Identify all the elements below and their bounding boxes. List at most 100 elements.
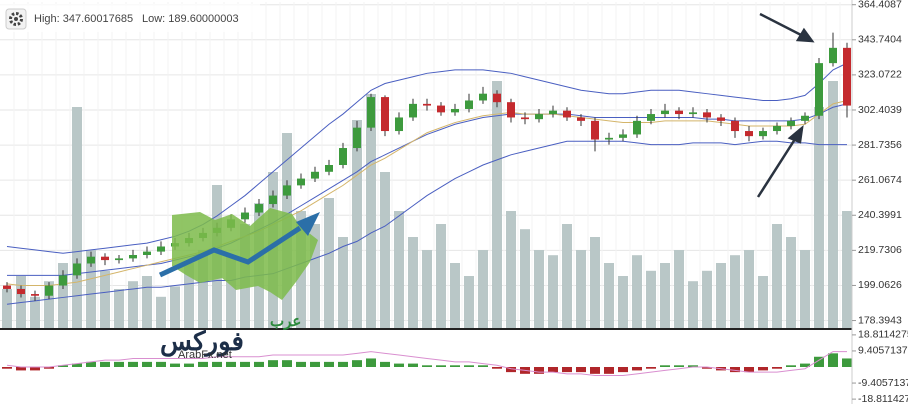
- candle-body: [297, 178, 305, 186]
- candle-body: [843, 47, 851, 106]
- macd-bar: [436, 365, 446, 367]
- candle-body: [689, 112, 697, 115]
- candle-body: [731, 120, 739, 132]
- volume-bar: [338, 237, 348, 328]
- y-tick-label: 261.0674: [858, 174, 902, 186]
- volume-bar: [380, 172, 390, 328]
- volume-bar: [520, 229, 530, 328]
- volume-bar: [814, 107, 824, 328]
- volume-bar: [100, 270, 110, 328]
- macd-bar: [576, 367, 586, 373]
- macd-bar: [226, 361, 236, 367]
- macd-bar: [296, 361, 306, 367]
- candle-body: [703, 112, 711, 118]
- y-tick-label: 219.7306: [858, 244, 902, 256]
- volume-bar: [366, 94, 376, 328]
- watermark-arrow: [158, 225, 302, 278]
- gear-hub[interactable]: [14, 17, 18, 21]
- candle-body: [353, 127, 361, 149]
- y-tick-label: -18.8114275: [858, 393, 908, 404]
- candle-body: [255, 204, 263, 213]
- volume-bar: [604, 263, 614, 328]
- candle-body: [745, 131, 753, 137]
- volume-bar: [142, 276, 152, 328]
- volume-bar: [646, 270, 656, 328]
- y-tick-label: 343.7404: [858, 34, 902, 46]
- candle-body: [73, 263, 81, 276]
- macd-bar: [30, 367, 40, 371]
- gear-icon[interactable]: [9, 12, 23, 26]
- volume-bar: [730, 255, 740, 328]
- macd-bar: [646, 367, 656, 369]
- candle-body: [675, 110, 683, 115]
- watermark: عرب فوركس ArabFx.net: [158, 208, 320, 361]
- candle-body: [45, 285, 53, 296]
- macd-bar: [674, 365, 684, 367]
- candle-body: [521, 117, 529, 120]
- macd-bar: [184, 363, 194, 367]
- indicator-line: [6, 62, 848, 254]
- indicator-line: [6, 351, 847, 377]
- volume-bar: [114, 289, 124, 328]
- volume-bar: [492, 81, 502, 328]
- y-tick-label: 323.0722: [858, 69, 902, 81]
- candle-body: [507, 102, 515, 118]
- volume-bar: [2, 289, 12, 328]
- candle-body: [143, 251, 151, 255]
- indicator-line: [7, 103, 848, 276]
- volume-bar: [688, 281, 698, 328]
- volume-bar: [226, 255, 236, 328]
- macd-bar: [492, 367, 502, 369]
- volume-bar: [506, 211, 516, 328]
- candle-body: [17, 288, 25, 295]
- candle-body: [3, 285, 11, 289]
- macd-bar: [632, 367, 642, 371]
- candle-body: [563, 110, 571, 118]
- macd-bar: [212, 361, 222, 367]
- volume-bar: [534, 250, 544, 328]
- y-tick-label: 281.7356: [858, 139, 902, 151]
- volume-bar: [842, 211, 852, 328]
- candle-body: [829, 47, 837, 64]
- macd-bar: [548, 367, 558, 373]
- candle-body: [241, 212, 249, 220]
- candle-body: [283, 185, 291, 196]
- candle-body: [31, 294, 39, 296]
- candle-body: [493, 93, 501, 103]
- volume-bar: [660, 263, 670, 328]
- volume-bar: [744, 250, 754, 328]
- macd-bar: [16, 367, 26, 371]
- candle-body: [87, 256, 95, 264]
- volume-bar: [72, 107, 82, 328]
- macd-bar: [44, 367, 54, 369]
- macd-bar: [72, 363, 82, 367]
- macd-bar: [464, 365, 474, 367]
- y-tick-label: 178.3943: [858, 314, 902, 326]
- macd-bar: [282, 360, 292, 367]
- macd-bar: [254, 361, 264, 367]
- volume-bar: [156, 296, 166, 328]
- settings-button[interactable]: [5, 8, 27, 30]
- candle-body: [647, 114, 655, 121]
- volume-bar: [352, 120, 362, 328]
- macd-bar: [422, 365, 432, 367]
- macd-bar: [660, 365, 670, 367]
- candle-body: [619, 134, 627, 138]
- candle-body: [157, 246, 165, 252]
- candle-body: [479, 93, 487, 101]
- macd-bar: [240, 361, 250, 367]
- volume-bar: [478, 250, 488, 328]
- candle-body: [311, 171, 319, 179]
- candle-body: [325, 165, 333, 172]
- macd-bar: [506, 367, 516, 373]
- volume-bar: [450, 263, 460, 328]
- candle-body: [115, 258, 123, 261]
- candle-body: [605, 137, 613, 140]
- candle-body: [269, 195, 277, 205]
- arrowhead: [787, 124, 804, 144]
- macd-bar: [590, 367, 600, 374]
- macd-bar: [198, 361, 208, 367]
- volume-bar: [562, 224, 572, 328]
- arrow: [759, 12, 806, 39]
- candle-body: [101, 256, 109, 261]
